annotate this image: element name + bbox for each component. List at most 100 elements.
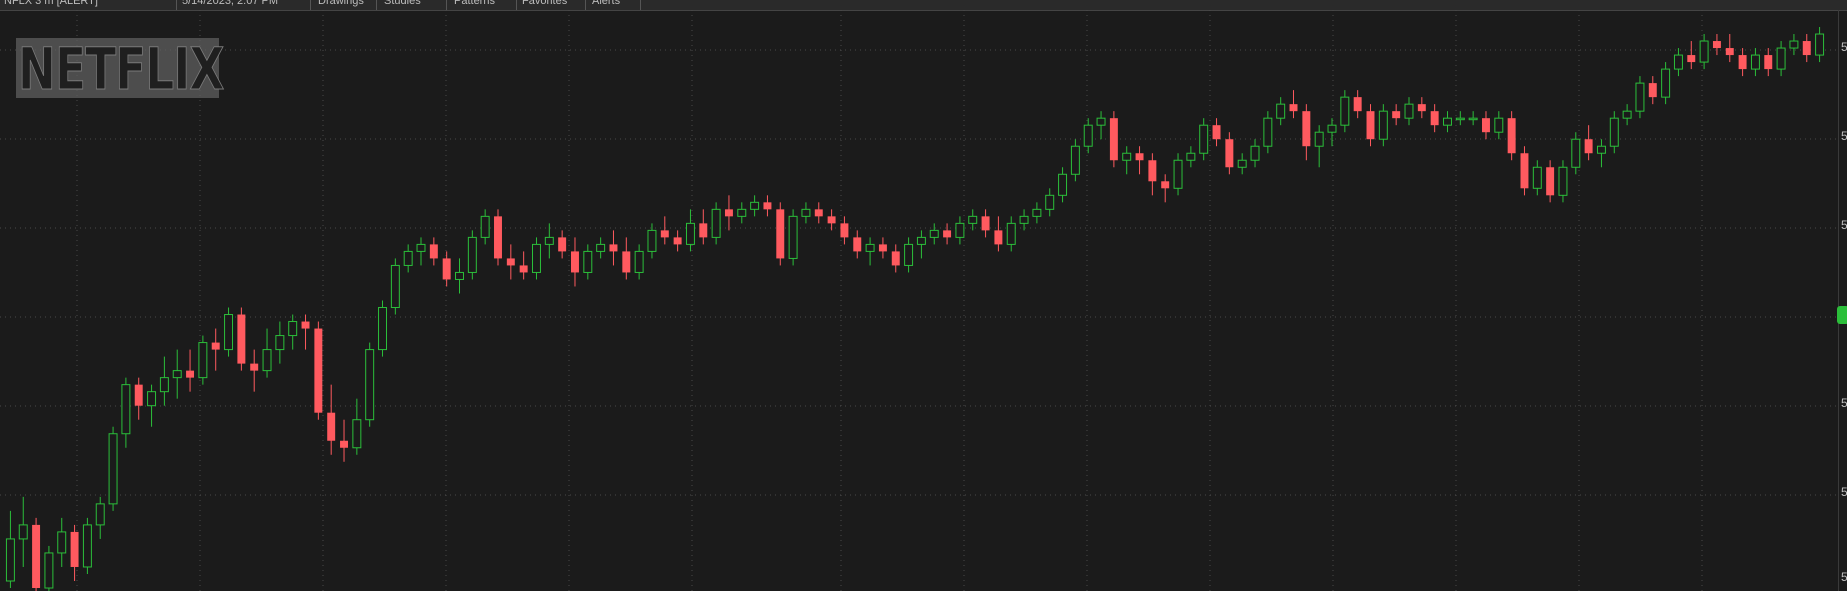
candle-up: [1083, 124, 1093, 147]
candle-down: [1161, 181, 1170, 189]
candle-up: [1186, 152, 1196, 161]
candle-down: [994, 230, 1003, 245]
candle-up: [532, 243, 541, 273]
candle-up: [198, 342, 208, 379]
price-axis-tick: 5: [1841, 485, 1847, 499]
netflix-logo: NETFLIX: [18, 35, 225, 103]
header-separator: [310, 0, 311, 10]
candle-up: [737, 208, 747, 217]
candle-up: [865, 243, 875, 252]
candle-down: [1366, 111, 1375, 140]
candle-up: [1532, 166, 1542, 189]
candle-up: [1494, 117, 1504, 133]
candle-up: [288, 321, 298, 337]
candle-down: [699, 223, 708, 238]
candle-up: [1340, 96, 1350, 126]
candle-down: [1289, 104, 1298, 112]
candle-down: [1725, 48, 1734, 56]
header-separator: [640, 0, 641, 10]
candle-up: [480, 215, 490, 238]
candle-up: [788, 215, 798, 259]
candle-up: [121, 384, 131, 435]
header-alerts-menu[interactable]: Alerts: [592, 0, 621, 7]
price-axis-tick: 5: [1841, 40, 1847, 54]
candle-series: [5, 27, 1825, 591]
candle-down: [1353, 97, 1362, 112]
candle-down: [186, 370, 195, 378]
candle-up: [1571, 138, 1581, 168]
candle-down: [1109, 118, 1118, 161]
header-favorites-menu[interactable]: Favorites: [522, 0, 568, 7]
candle-down: [250, 363, 259, 371]
candle-up: [544, 236, 554, 245]
candle-down: [840, 223, 849, 238]
candle-up: [1776, 47, 1786, 70]
header-symbol-label[interactable]: NFLX 3 m [ALERT]: [4, 0, 98, 7]
chart-grid: [0, 10, 1838, 591]
candle-up: [416, 243, 426, 252]
candle-up: [147, 391, 157, 407]
candle-up: [224, 314, 234, 351]
candle-down: [660, 230, 669, 238]
candle-up: [711, 208, 721, 238]
candle-up: [1378, 110, 1388, 140]
candle-down: [314, 328, 323, 413]
candle-down: [622, 251, 631, 273]
candle-down: [327, 412, 336, 441]
candle-down: [1712, 41, 1721, 49]
header-separator: [176, 0, 177, 10]
candle-down: [558, 237, 567, 252]
header-studies-menu[interactable]: Studies: [384, 0, 421, 7]
candle-down: [1135, 153, 1144, 161]
candle-up: [955, 222, 965, 238]
candle-up: [1237, 159, 1247, 168]
chart-header-bar: NFLX 3 m [ALERT] 5/14/2023, 2:07 PM Draw…: [0, 0, 1847, 11]
candlestick-chart[interactable]: [0, 10, 1838, 591]
candle-down: [1802, 41, 1811, 56]
candle-up: [1609, 117, 1619, 147]
candle-up: [1006, 222, 1016, 245]
header-separator: [446, 0, 447, 10]
candle-up: [1596, 145, 1606, 154]
candle-up: [1122, 152, 1132, 161]
price-axis-tick: 5: [1841, 396, 1847, 410]
candle-down: [814, 209, 823, 217]
header-separator: [585, 0, 586, 10]
candle-down: [429, 244, 438, 259]
candle-down: [519, 265, 528, 273]
candle-down: [853, 237, 862, 252]
header-datetime-label: 5/14/2023, 2:07 PM: [182, 0, 279, 7]
candle-down: [1212, 125, 1221, 140]
header-drawings-menu[interactable]: Drawings: [318, 0, 364, 7]
candle-up: [916, 236, 926, 245]
candle-up: [95, 503, 105, 526]
candle-down: [891, 251, 900, 266]
candle-up: [57, 531, 67, 554]
candle-down: [1482, 118, 1490, 133]
candle-up: [1314, 131, 1324, 147]
candle-down: [211, 342, 220, 350]
header-patterns-menu[interactable]: Patterns: [454, 0, 495, 7]
candle-up: [1096, 117, 1106, 126]
candle-up: [1173, 159, 1183, 189]
candle-up: [647, 229, 657, 252]
candle-up: [1045, 194, 1055, 210]
candle-up: [1250, 145, 1260, 161]
candle-down: [1417, 104, 1426, 112]
candle-up: [1199, 124, 1209, 154]
candle-up: [1468, 117, 1478, 121]
price-axis[interactable]: 5 5 5 5 5 5: [1838, 10, 1847, 591]
candle-down: [134, 384, 143, 406]
candle-up: [1455, 117, 1465, 121]
candle-down: [609, 244, 618, 252]
candle-down: [673, 237, 682, 245]
candle-up: [1443, 117, 1452, 126]
candle-down: [1648, 83, 1657, 98]
candle-up: [1019, 215, 1029, 224]
candle-up: [1070, 145, 1080, 175]
candle-down: [1148, 160, 1157, 182]
last-price-badge: [1837, 306, 1847, 324]
price-axis-tick: 5: [1841, 218, 1847, 232]
candle-up: [1032, 208, 1042, 217]
candle-up: [1750, 54, 1760, 70]
